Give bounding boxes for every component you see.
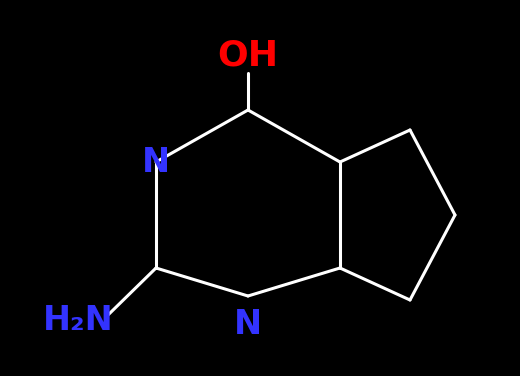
Text: OH: OH	[217, 38, 279, 72]
Text: H₂N: H₂N	[43, 303, 113, 337]
Text: N: N	[142, 146, 170, 179]
Text: N: N	[234, 308, 262, 341]
